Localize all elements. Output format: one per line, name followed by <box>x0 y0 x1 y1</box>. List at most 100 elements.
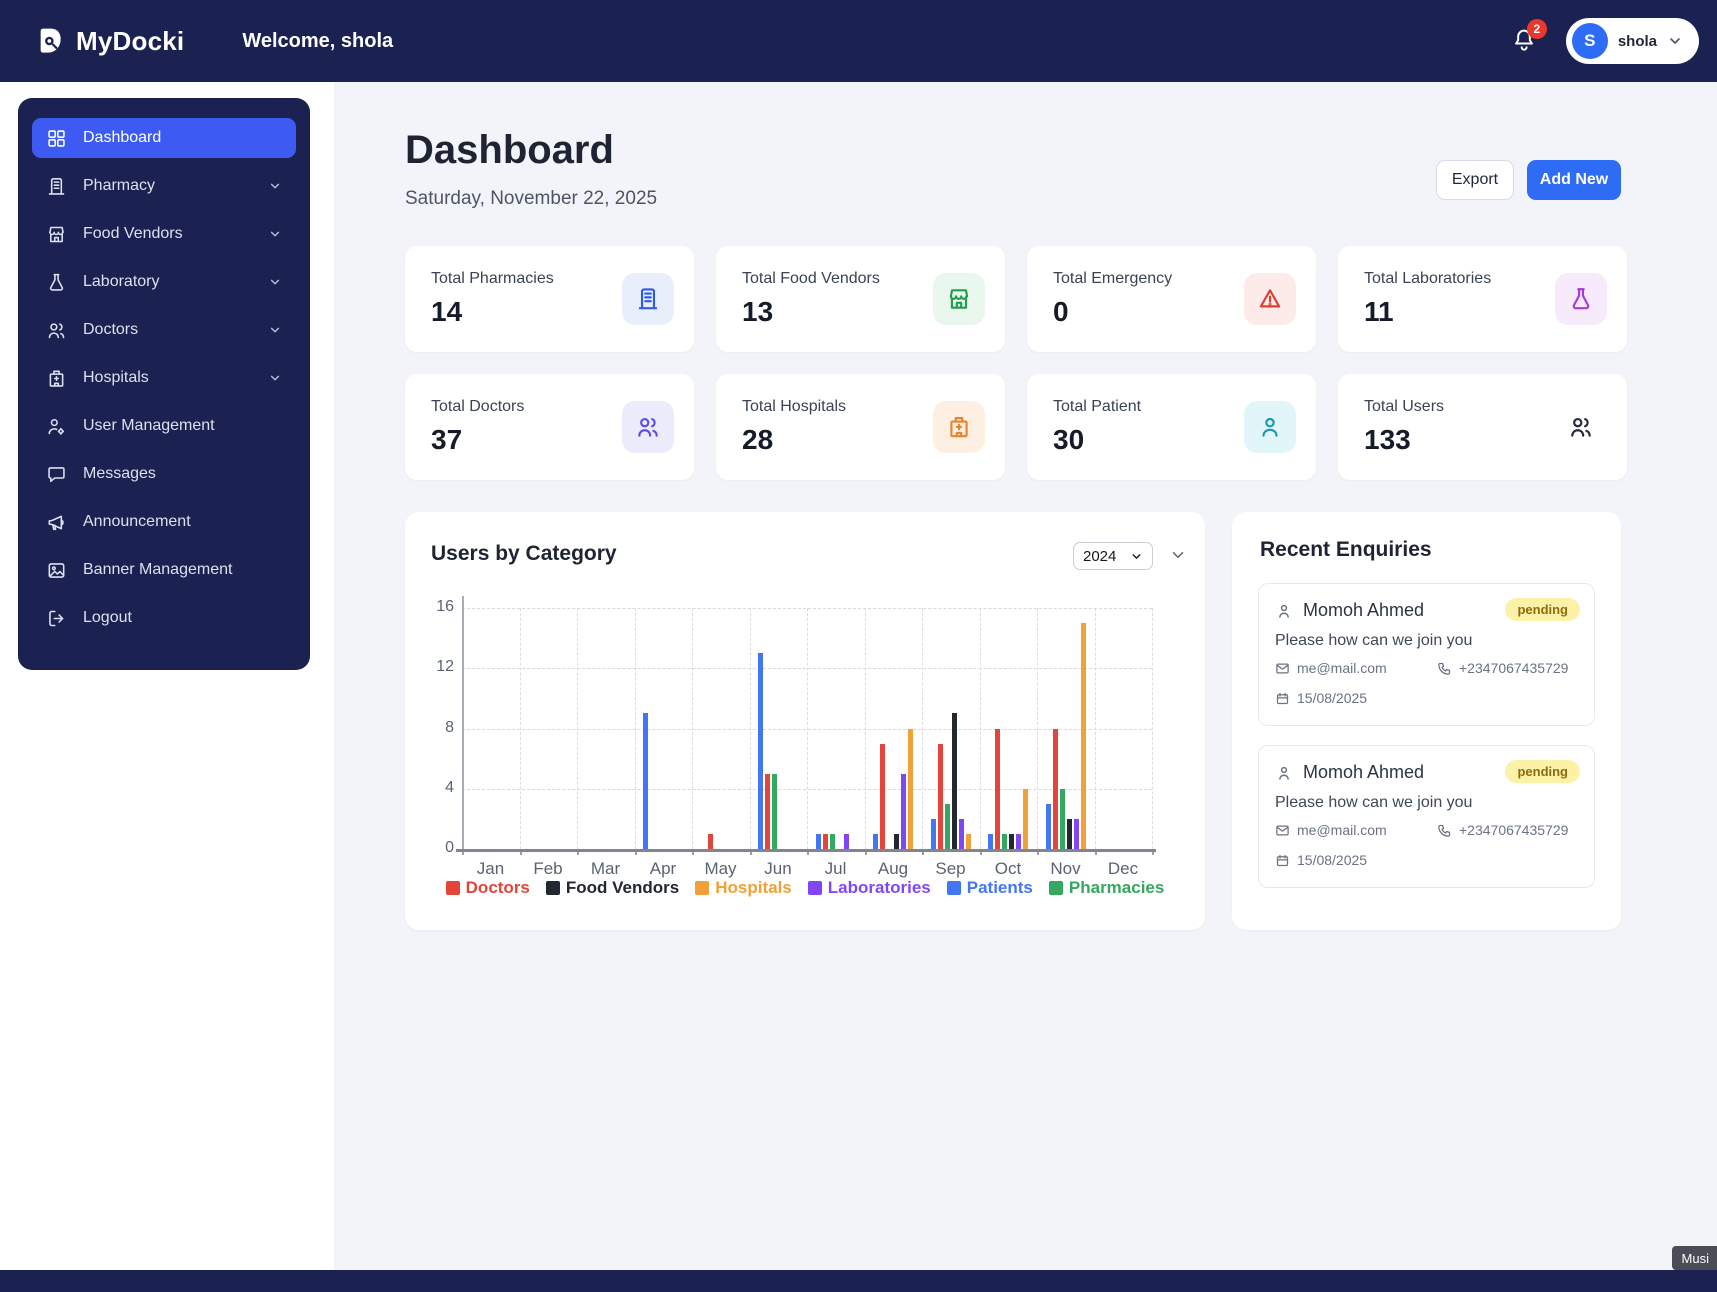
enquiry-card[interactable]: Momoh Ahmed pending Please how can we jo… <box>1258 745 1595 888</box>
enquiry-message: Please how can we join you <box>1275 632 1473 649</box>
gridline <box>807 608 808 849</box>
export-button[interactable]: Export <box>1436 160 1514 200</box>
chat-icon <box>46 464 67 485</box>
bar-patients <box>758 653 764 849</box>
bar-food-vendors <box>951 713 957 849</box>
stat-value: 37 <box>431 424 463 455</box>
add-new-button[interactable]: Add New <box>1527 160 1621 200</box>
x-axis-month-label: May <box>704 859 737 878</box>
x-axis-tick <box>634 849 637 855</box>
legend-item-laboratories[interactable]: Laboratories <box>807 878 931 898</box>
x-axis-month-label: Feb <box>533 859 563 878</box>
brand-name: MyDocki <box>76 25 185 56</box>
bar-doctors <box>707 833 713 849</box>
doctors-icon <box>622 401 674 453</box>
stat-value: 14 <box>431 296 463 327</box>
sidebar-item-label: Doctors <box>83 321 139 338</box>
sidebar-item-hospitals[interactable]: Hospitals <box>32 358 296 398</box>
x-axis-tick <box>864 849 867 855</box>
users-by-category-card: Users by Category 2024 0 4 8 12 16 Jan Feb Mar A… <box>405 512 1205 930</box>
stat-card-pharmacies: Total Pharmacies 14 <box>405 246 694 352</box>
bar-pharmacies <box>829 833 835 849</box>
person-icon <box>1275 602 1293 620</box>
sidebar-item-label: Logout <box>83 609 132 626</box>
bar-patients <box>1045 803 1051 849</box>
gridline <box>979 608 981 849</box>
x-axis-month-label: Jun <box>764 859 792 878</box>
enquiry-date: 15/08/2025 <box>1297 690 1368 706</box>
stat-value: 133 <box>1364 424 1411 455</box>
stat-value: 28 <box>742 424 774 455</box>
stat-card-emergency: Total Emergency 0 <box>1027 246 1316 352</box>
sidebar-item-dashboard[interactable]: Dashboard <box>32 118 296 158</box>
sidebar-item-announcement[interactable]: Announcement <box>32 502 296 542</box>
page-title: Dashboard <box>405 128 614 172</box>
bar-laboratories <box>901 773 907 849</box>
legend-item-patients[interactable]: Patients <box>946 878 1033 898</box>
year-select[interactable]: 2024 <box>1073 542 1153 570</box>
dashboard-grid-icon <box>46 128 67 149</box>
x-axis-tick <box>749 849 752 855</box>
y-axis-tick-label: 0 <box>445 839 454 856</box>
bar-doctors <box>880 743 886 849</box>
legend-item-pharmacies[interactable]: Pharmacies <box>1048 878 1164 898</box>
sidebar-item-logout[interactable]: Logout <box>32 598 296 638</box>
megaphone-icon <box>46 512 67 533</box>
phone-icon <box>1437 823 1452 838</box>
stat-label: Total Laboratories <box>1364 270 1492 287</box>
stat-card-hospitals: Total Hospitals 28 <box>716 374 1005 480</box>
store-icon <box>46 224 67 245</box>
sidebar-item-laboratory[interactable]: Laboratory <box>32 262 296 302</box>
x-axis-tick <box>519 849 522 855</box>
stat-label: Total Emergency <box>1053 270 1173 287</box>
chevron-down-icon <box>268 227 282 241</box>
hospital-icon <box>933 401 985 453</box>
user-gear-icon <box>46 416 67 437</box>
legend-item-hospitals[interactable]: Hospitals <box>695 878 792 898</box>
x-axis <box>456 849 1156 852</box>
gridline <box>1152 608 1153 849</box>
brand-logo[interactable]: MyDocki <box>34 25 184 57</box>
stat-label: Total Doctors <box>431 398 525 415</box>
sidebar-item-doctors[interactable]: Doctors <box>32 310 296 350</box>
sidebar-item-label: Pharmacy <box>83 177 156 194</box>
bar-doctors <box>765 773 771 849</box>
bar-laboratories <box>958 818 964 849</box>
sidebar-item-pharmacy[interactable]: Pharmacy <box>32 166 296 206</box>
notifications-button[interactable]: 2 <box>1510 19 1547 56</box>
user-menu[interactable]: S shola <box>1565 18 1699 64</box>
user-name: shola <box>1617 32 1657 50</box>
bar-hospitals <box>1080 623 1086 849</box>
x-axis-month-label: Oct <box>994 859 1022 878</box>
bar-food-vendors <box>1066 818 1072 849</box>
collapse-chevron-icon[interactable] <box>1169 546 1187 564</box>
bar-patients <box>930 818 936 849</box>
enquiry-date: 15/08/2025 <box>1297 852 1368 868</box>
stat-label: Total Pharmacies <box>431 270 554 287</box>
stat-card-laboratories: Total Laboratories 11 <box>1338 246 1627 352</box>
legend-item-food-vendors[interactable]: Food Vendors <box>545 878 679 898</box>
bar-hospitals <box>965 833 971 849</box>
y-axis <box>462 596 464 849</box>
sidebar-item-food-vendors[interactable]: Food Vendors <box>32 214 296 254</box>
sidebar-item-user-management[interactable]: User Management <box>32 406 296 446</box>
flask-icon <box>1555 273 1607 325</box>
sidebar-item-messages[interactable]: Messages <box>32 454 296 494</box>
chevron-down-icon <box>1667 33 1683 49</box>
x-axis-month-label: Nov <box>1050 859 1081 878</box>
legend-swatch <box>1048 881 1063 895</box>
doctors-icon <box>46 320 67 341</box>
sidebar-item-banner-management[interactable]: Banner Management <box>32 550 296 590</box>
bar-doctors <box>995 728 1001 849</box>
enquiry-card[interactable]: Momoh Ahmed pending Please how can we jo… <box>1258 583 1595 726</box>
enquiry-message: Please how can we join you <box>1275 794 1473 811</box>
sidebar-item-label: Food Vendors <box>83 225 183 242</box>
bottom-bar <box>0 1270 1717 1292</box>
calendar-icon <box>1275 853 1290 868</box>
chevron-down-icon <box>268 323 282 337</box>
stat-card-doctors: Total Doctors 37 <box>405 374 694 480</box>
bar-pharmacies <box>1002 833 1008 849</box>
legend-item-doctors[interactable]: Doctors <box>445 878 530 898</box>
topbar: MyDocki Welcome, shola 2 S shola <box>0 0 1717 82</box>
